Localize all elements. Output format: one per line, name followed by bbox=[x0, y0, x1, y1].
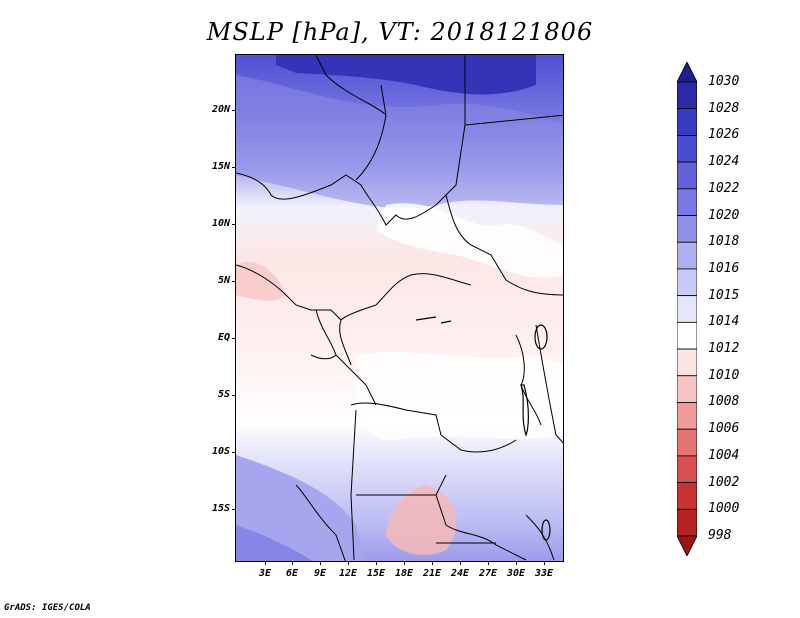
central-1014-area bbox=[356, 352, 563, 441]
color-bar-box bbox=[677, 321, 697, 350]
lat-tick bbox=[232, 224, 235, 225]
lon-label-27e: 27E bbox=[478, 568, 498, 579]
lon-tick bbox=[292, 562, 293, 565]
color-bar-box bbox=[677, 215, 697, 243]
color-bar-level-label: 1015 bbox=[708, 287, 740, 303]
high-pressure-core bbox=[276, 55, 536, 95]
color-bar-box bbox=[677, 375, 697, 403]
color-bar-level-label: 1024 bbox=[708, 154, 740, 170]
lat-tick bbox=[232, 110, 235, 111]
color-bar-box bbox=[677, 268, 697, 297]
color-bar-level-label: 1006 bbox=[708, 421, 740, 437]
color-bar-level-label: 1002 bbox=[708, 474, 740, 490]
lat-tick bbox=[232, 281, 235, 282]
lat-tick bbox=[232, 452, 235, 453]
lat-tick bbox=[232, 395, 235, 396]
color-bar-level-label: 1022 bbox=[708, 180, 740, 196]
color-bar-box bbox=[677, 295, 697, 323]
lat-label-eq: EQ bbox=[217, 332, 230, 343]
grads-credit: GrADS: IGES/COLA bbox=[4, 603, 91, 613]
lon-label-33e: 33E bbox=[534, 568, 554, 579]
color-bar-level-label: 1010 bbox=[708, 367, 740, 383]
color-bar-box bbox=[677, 241, 697, 270]
lat-label-15s: 15S bbox=[211, 503, 230, 514]
lon-label-6e: 6E bbox=[285, 568, 299, 579]
color-bar-level-label: 1000 bbox=[708, 501, 740, 517]
color-bar-top-arrow bbox=[677, 62, 697, 83]
lat-tick bbox=[232, 509, 235, 510]
color-bar-box bbox=[677, 161, 697, 190]
color-bar-level-label: 1020 bbox=[708, 207, 740, 223]
contour-1020 bbox=[236, 75, 563, 209]
color-bar-box bbox=[677, 482, 697, 510]
chart-title: MSLP [hPa], VT: 2018121806 bbox=[206, 18, 594, 46]
lon-label-15e: 15E bbox=[366, 568, 386, 579]
color-bar-box bbox=[677, 188, 697, 216]
lon-tick bbox=[376, 562, 377, 565]
color-bar-box bbox=[677, 108, 697, 136]
mslp-field bbox=[236, 55, 563, 561]
lat-label-15n: 15N bbox=[211, 161, 230, 172]
color-bar-level-label: 1016 bbox=[708, 260, 740, 276]
color-bar-box bbox=[677, 402, 697, 430]
coastal-low bbox=[236, 261, 286, 301]
color-bar-box bbox=[677, 81, 697, 110]
lon-label-3e: 3E bbox=[258, 568, 272, 579]
lon-tick bbox=[488, 562, 489, 565]
southwest-high bbox=[236, 455, 366, 561]
lat-tick bbox=[232, 167, 235, 168]
color-bar-level-label: 1028 bbox=[708, 100, 740, 116]
color-bar-box bbox=[677, 348, 697, 377]
color-bar-level-label: 1026 bbox=[708, 127, 740, 143]
lon-tick bbox=[432, 562, 433, 565]
lat-tick bbox=[232, 338, 235, 339]
country-borders bbox=[236, 55, 563, 561]
lon-tick bbox=[265, 562, 266, 565]
color-bar-bottom-arrow bbox=[677, 535, 697, 556]
lon-label-18e: 18E bbox=[394, 568, 414, 579]
color-bar-level-label: 1012 bbox=[708, 341, 740, 357]
lat-label-5n: 5N bbox=[217, 275, 230, 286]
color-bar-box bbox=[677, 428, 697, 457]
color-bar-level-label: 1014 bbox=[708, 314, 740, 330]
color-bar-level-label: 998 bbox=[708, 528, 732, 543]
lon-tick bbox=[460, 562, 461, 565]
color-bar-level-label: 1018 bbox=[708, 234, 740, 250]
lon-label-30e: 30E bbox=[506, 568, 526, 579]
map-panel bbox=[235, 54, 564, 562]
color-bar-box bbox=[677, 455, 697, 483]
lon-label-12e: 12E bbox=[338, 568, 358, 579]
lat-label-10n: 10N bbox=[211, 218, 230, 229]
lon-tick bbox=[320, 562, 321, 565]
contour-1014-band bbox=[376, 203, 563, 278]
lon-label-21e: 21E bbox=[422, 568, 442, 579]
lon-label-24e: 24E bbox=[450, 568, 470, 579]
color-bar-box bbox=[677, 135, 697, 163]
color-bar-level-label: 1004 bbox=[708, 447, 740, 463]
lat-label-20n: 20N bbox=[211, 104, 230, 115]
color-bar-level-label: 1030 bbox=[708, 74, 740, 89]
lat-label-10s: 10S bbox=[211, 446, 230, 457]
color-bar bbox=[677, 62, 697, 556]
lon-tick bbox=[404, 562, 405, 565]
lake-outlines bbox=[415, 316, 551, 541]
color-bar-level-label: 1008 bbox=[708, 394, 740, 410]
color-bar-box bbox=[677, 508, 697, 537]
lon-tick bbox=[516, 562, 517, 565]
lon-tick bbox=[348, 562, 349, 565]
lon-tick bbox=[544, 562, 545, 565]
southwest-high-core bbox=[236, 525, 313, 561]
lat-label-5s: 5S bbox=[217, 389, 230, 400]
lon-label-9e: 9E bbox=[313, 568, 327, 579]
